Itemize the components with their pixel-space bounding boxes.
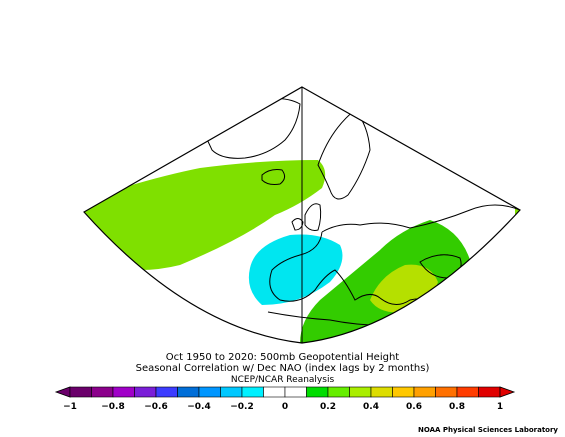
iceland-coast — [261, 169, 286, 185]
map-title: Oct 1950 to 2020: 500mb Geopotential Hei… — [165, 352, 400, 363]
colorbar-bin — [370, 386, 393, 398]
colorbar-bin — [69, 386, 92, 398]
colorbar-bin — [478, 386, 501, 398]
credit-label: NOAA Physical Sciences Laboratory — [417, 426, 558, 434]
colorbar-arrow-high — [499, 386, 516, 398]
colorbar-bin — [263, 386, 286, 398]
colorbar-bin — [392, 386, 415, 398]
colorbar-bin — [177, 386, 200, 398]
data-source-label: NCEP/NCAR Reanalysis — [230, 375, 335, 385]
colorbar-tick-label: 0.8 — [449, 402, 465, 412]
ireland-coast — [291, 218, 304, 231]
colorbar-tick-label: 0.2 — [320, 402, 336, 412]
colorbar-bin — [91, 386, 114, 398]
colorbar-tick-label: 0.6 — [406, 402, 422, 412]
positive-anomaly-north-atlantic — [84, 160, 326, 270]
map-subtitle: Seasonal Correlation w/ Dec NAO (index l… — [135, 363, 430, 374]
colorbar-bin — [134, 386, 157, 398]
colorbar-bin — [220, 386, 243, 398]
colorbar-tick-label: −0.8 — [101, 402, 124, 412]
colorbar-bin — [349, 386, 372, 398]
colorbar: −1 −0.8 −0.6 −0.4 −0.2 0 0.2 0.4 0.6 0.8 1 — [54, 386, 516, 412]
colorbar-bin — [435, 386, 458, 398]
continental-europe-coast — [269, 204, 520, 311]
colorbar-tick-label: 0.4 — [363, 402, 379, 412]
colorbar-arrow-low — [54, 386, 71, 398]
caspian-coast — [486, 245, 501, 281]
colorbar-bin — [198, 386, 221, 398]
colorbar-bin — [241, 386, 264, 398]
colorbar-bin — [306, 386, 329, 398]
colorbar-bin — [327, 386, 350, 398]
negative-anomaly-iberia — [248, 234, 343, 305]
colorbar-tick-label: 1 — [497, 402, 503, 412]
colorbar-bin — [112, 386, 135, 398]
scandinavia-coast — [317, 109, 371, 200]
colorbar-tick-label: −0.2 — [230, 402, 253, 412]
uk-coast — [304, 203, 322, 231]
colorbar-tick-label: −0.4 — [187, 402, 210, 412]
colorbar-bin — [456, 386, 479, 398]
colorbar-tick-label: −0.6 — [144, 402, 167, 412]
colorbar-tick-label: 0 — [282, 402, 288, 412]
correlation-map — [83, 86, 521, 344]
colorbar-bin — [413, 386, 436, 398]
colorbar-bin — [155, 386, 178, 398]
colorbar-bin — [284, 386, 307, 398]
colorbar-tick-label: −1 — [63, 402, 77, 412]
greenland-coast — [204, 97, 301, 159]
